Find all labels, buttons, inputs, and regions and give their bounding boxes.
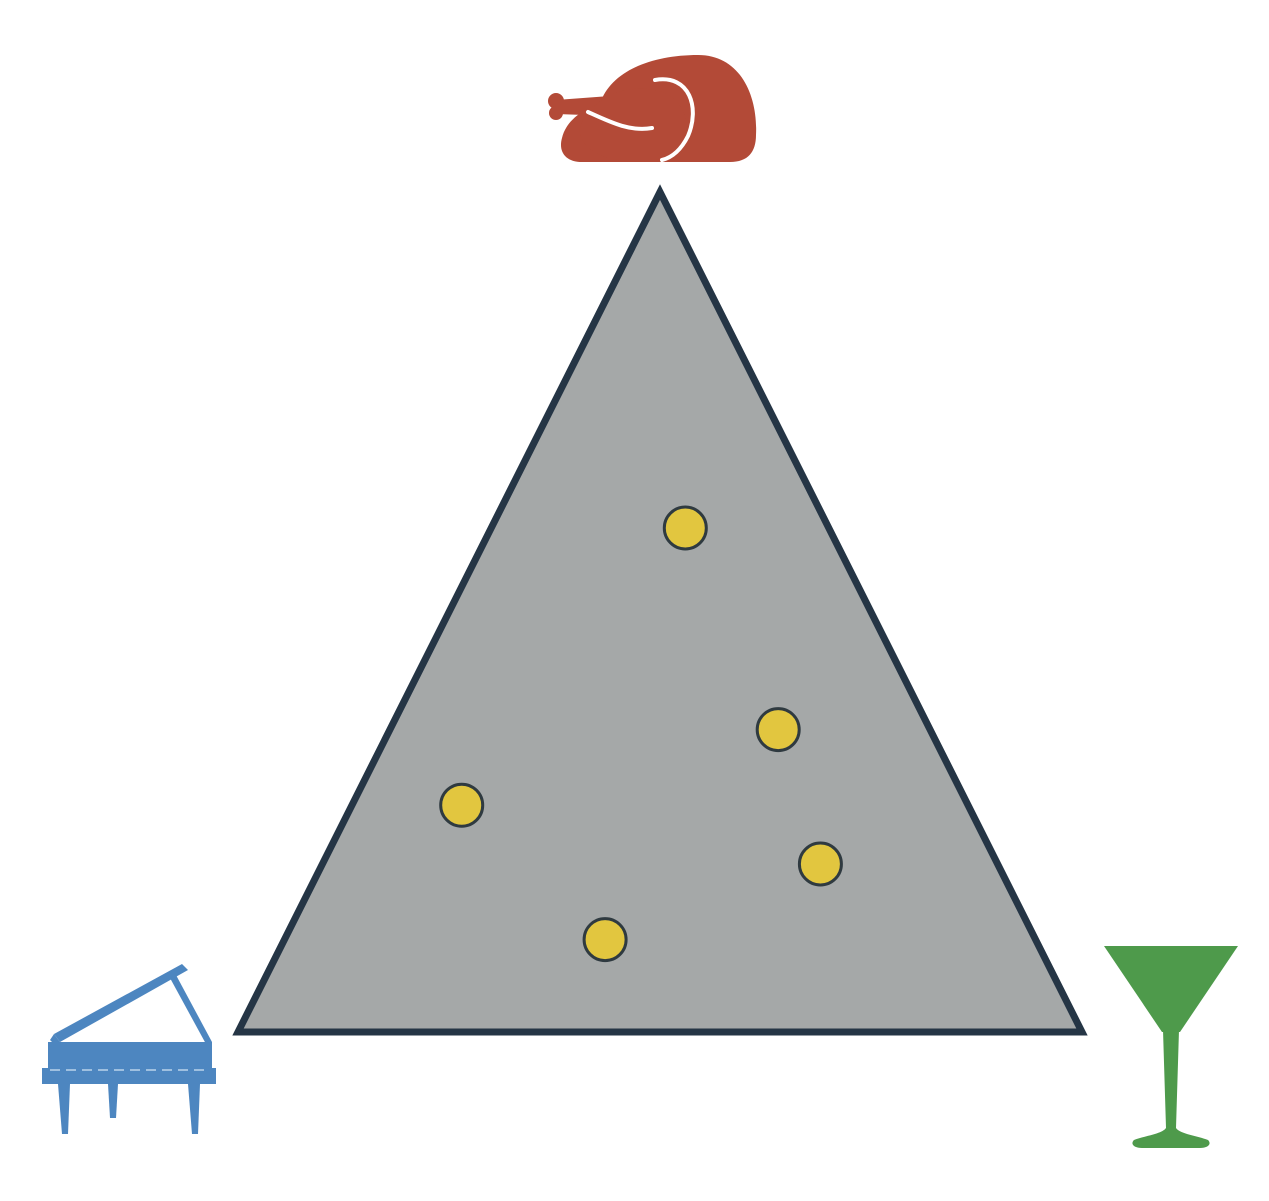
data-point-5 (582, 917, 628, 963)
grand-piano-icon (42, 964, 216, 1134)
data-points (439, 505, 843, 963)
data-point-4 (797, 841, 843, 887)
martini-glass-icon (1104, 946, 1238, 1148)
roast-turkey-icon (548, 55, 757, 162)
data-point-3 (439, 782, 485, 828)
data-point-1 (662, 505, 708, 551)
data-point-2 (755, 707, 801, 753)
simplex-triangle (232, 184, 1088, 1036)
